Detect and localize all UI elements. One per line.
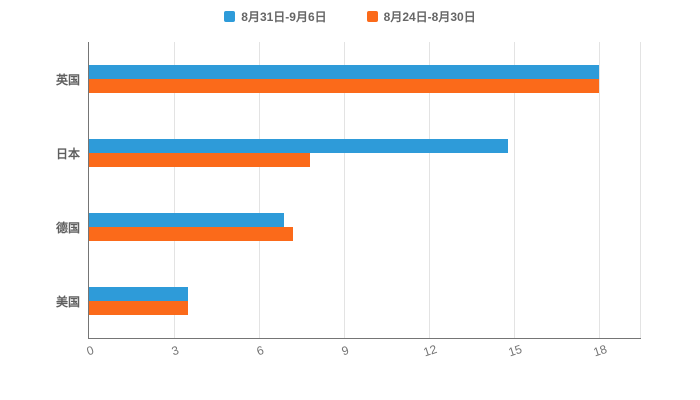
- legend-item-series-0[interactable]: 8月31日-9月6日: [224, 8, 327, 25]
- bar-美国-series-1: [89, 301, 189, 315]
- gridline-right-edge: [640, 42, 641, 338]
- legend-item-series-1[interactable]: 8月24日-8月30日: [366, 8, 476, 25]
- chart-legend: 8月31日-9月6日 8月24日-8月30日: [0, 8, 700, 25]
- x-tick-label-12: 12: [421, 341, 439, 360]
- bar-美国-series-0: [89, 287, 189, 301]
- legend-label-series-1: 8月24日-8月30日: [383, 10, 476, 24]
- bar-日本-series-1: [89, 153, 310, 167]
- gridline-x-9: [343, 42, 345, 338]
- bar-日本-series-0: [89, 139, 508, 153]
- gridline-x-3: [173, 42, 175, 338]
- x-tick-label-18: 18: [591, 341, 609, 360]
- category-label-德国: 德国: [55, 221, 80, 235]
- x-tick-label-9: 9: [339, 342, 351, 359]
- gridline-x-12: [428, 42, 430, 338]
- x-tick-label-15: 15: [506, 341, 524, 360]
- gridline-x-18: [598, 42, 600, 338]
- bar-英国-series-1: [89, 79, 599, 93]
- bar-德国-series-0: [89, 213, 285, 227]
- x-tick-label-0: 0: [84, 342, 96, 359]
- plot-area: [88, 42, 641, 339]
- legend-swatch-blue: [224, 11, 236, 22]
- bar-德国-series-1: [89, 227, 293, 241]
- category-label-日本: 日本: [55, 147, 80, 161]
- x-tick-label-6: 6: [254, 342, 266, 359]
- gridline-x-15: [513, 42, 515, 338]
- category-label-美国: 美国: [55, 295, 80, 309]
- legend-swatch-orange: [366, 11, 378, 22]
- category-label-英国: 英国: [55, 73, 80, 87]
- legend-label-series-0: 8月31日-9月6日: [241, 10, 327, 24]
- bar-英国-series-0: [89, 65, 599, 79]
- gridline-x-6: [258, 42, 260, 338]
- x-tick-label-3: 3: [169, 342, 181, 359]
